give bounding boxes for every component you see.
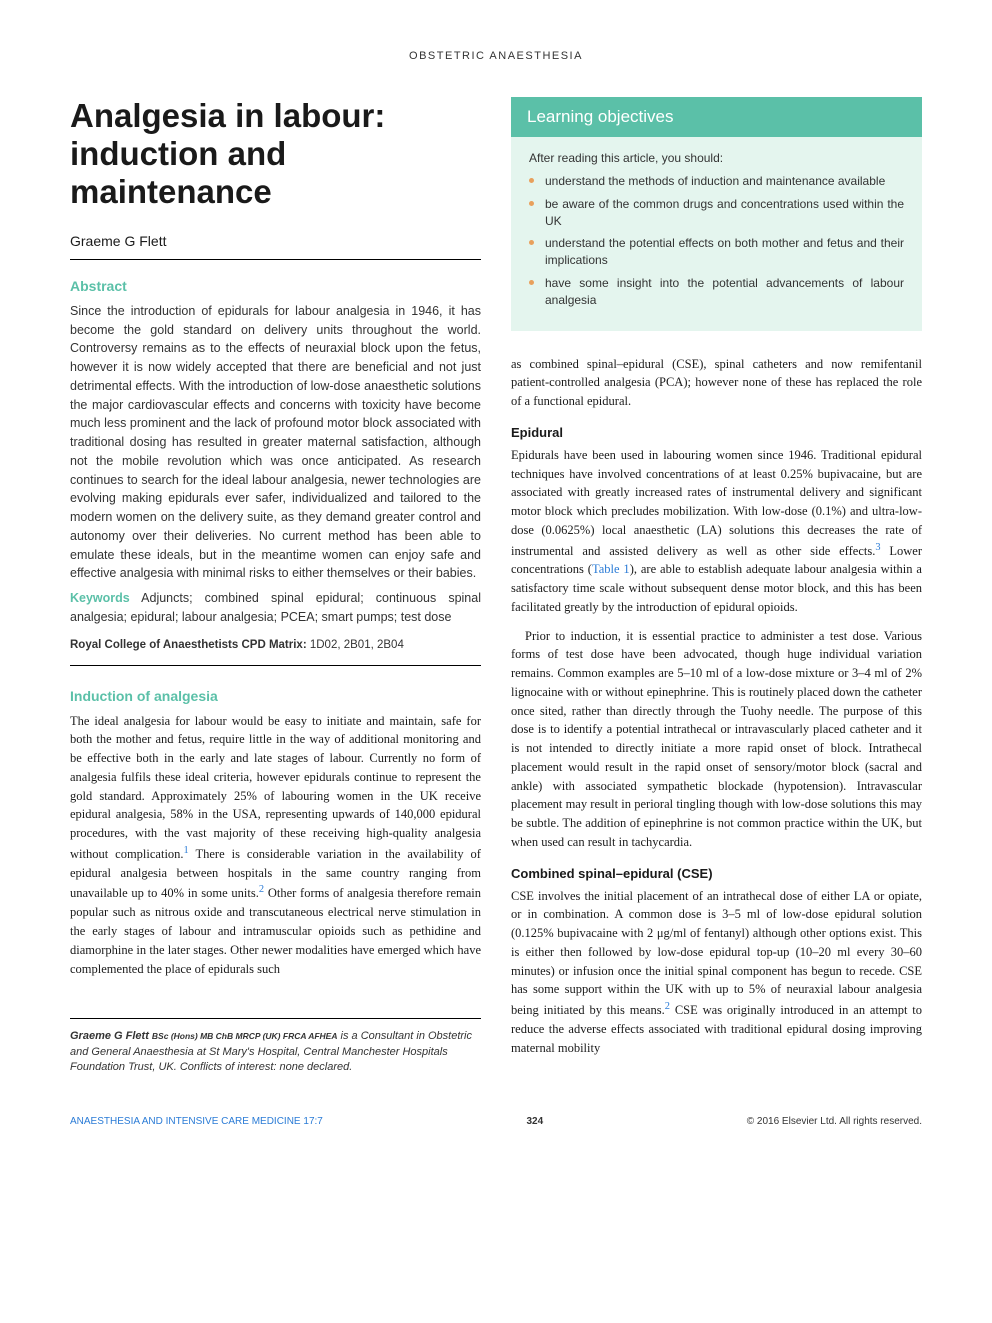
text-run: The ideal analgesia for labour would be … bbox=[70, 714, 481, 861]
continuation-para: as combined spinal–epidural (CSE), spina… bbox=[511, 355, 922, 411]
bullet-icon bbox=[529, 178, 534, 183]
text-run: Epidurals have been used in labouring wo… bbox=[511, 448, 922, 558]
objective-item: have some insight into the potential adv… bbox=[529, 275, 904, 309]
bio-name: Graeme G Flett bbox=[70, 1030, 149, 1042]
page-footer: ANAESTHESIA AND INTENSIVE CARE MEDICINE … bbox=[70, 1116, 922, 1127]
text-run: CSE involves the initial placement of an… bbox=[511, 889, 922, 1018]
footer-page-number: 324 bbox=[526, 1116, 543, 1127]
objectives-list: understand the methods of induction and … bbox=[529, 173, 904, 309]
objective-text: understand the methods of induction and … bbox=[545, 174, 885, 188]
keywords-text: Adjuncts; combined spinal epidural; cont… bbox=[70, 591, 481, 624]
cse-para: CSE involves the initial placement of an… bbox=[511, 887, 922, 1058]
objectives-intro: After reading this article, you should: bbox=[529, 151, 904, 165]
induction-heading: Induction of analgesia bbox=[70, 688, 481, 704]
abstract-text: Since the introduction of epidurals for … bbox=[70, 302, 481, 583]
objective-item: understand the potential effects on both… bbox=[529, 235, 904, 269]
matrix-label: Royal College of Anaesthetists CPD Matri… bbox=[70, 639, 307, 651]
cse-heading: Combined spinal–epidural (CSE) bbox=[511, 866, 922, 881]
objectives-body: After reading this article, you should: … bbox=[511, 137, 922, 331]
matrix-codes: 1D02, 2B01, 2B04 bbox=[310, 639, 404, 651]
objective-item: understand the methods of induction and … bbox=[529, 173, 904, 190]
objective-text: have some insight into the potential adv… bbox=[545, 276, 904, 307]
learning-objectives-box: Learning objectives After reading this a… bbox=[511, 97, 922, 331]
divider bbox=[70, 259, 481, 260]
author-bio: Graeme G Flett BSc (Hons) MB ChB MRCP (U… bbox=[70, 1018, 481, 1075]
left-column: Analgesia in labour: induction and maint… bbox=[70, 97, 481, 1076]
right-column: Learning objectives After reading this a… bbox=[511, 97, 922, 1076]
article-title: Analgesia in labour: induction and maint… bbox=[70, 97, 481, 211]
author-name: Graeme G Flett bbox=[70, 233, 481, 249]
epidural-heading: Epidural bbox=[511, 425, 922, 440]
running-header: OBSTETRIC ANAESTHESIA bbox=[70, 50, 922, 62]
bio-credentials: BSc (Hons) MB ChB MRCP (UK) FRCA AFHEA bbox=[152, 1031, 338, 1041]
cpd-matrix: Royal College of Anaesthetists CPD Matri… bbox=[70, 639, 481, 651]
keywords-label: Keywords bbox=[70, 591, 130, 605]
epidural-para1: Epidurals have been used in labouring wo… bbox=[511, 446, 922, 617]
induction-para: The ideal analgesia for labour would be … bbox=[70, 712, 481, 979]
bullet-icon bbox=[529, 240, 534, 245]
objective-item: be aware of the common drugs and concent… bbox=[529, 196, 904, 230]
objectives-header: Learning objectives bbox=[511, 97, 922, 137]
bullet-icon bbox=[529, 280, 534, 285]
two-column-layout: Analgesia in labour: induction and maint… bbox=[70, 97, 922, 1076]
divider bbox=[70, 665, 481, 666]
table-ref[interactable]: Table 1 bbox=[592, 562, 630, 576]
epidural-para2: Prior to induction, it is essential prac… bbox=[511, 627, 922, 852]
footer-journal: ANAESTHESIA AND INTENSIVE CARE MEDICINE … bbox=[70, 1116, 323, 1127]
keywords-line: Keywords Adjuncts; combined spinal epidu… bbox=[70, 589, 481, 627]
bullet-icon bbox=[529, 201, 534, 206]
abstract-heading: Abstract bbox=[70, 278, 481, 294]
footer-copyright: © 2016 Elsevier Ltd. All rights reserved… bbox=[747, 1116, 922, 1127]
objective-text: understand the potential effects on both… bbox=[545, 236, 904, 267]
objective-text: be aware of the common drugs and concent… bbox=[545, 197, 904, 228]
